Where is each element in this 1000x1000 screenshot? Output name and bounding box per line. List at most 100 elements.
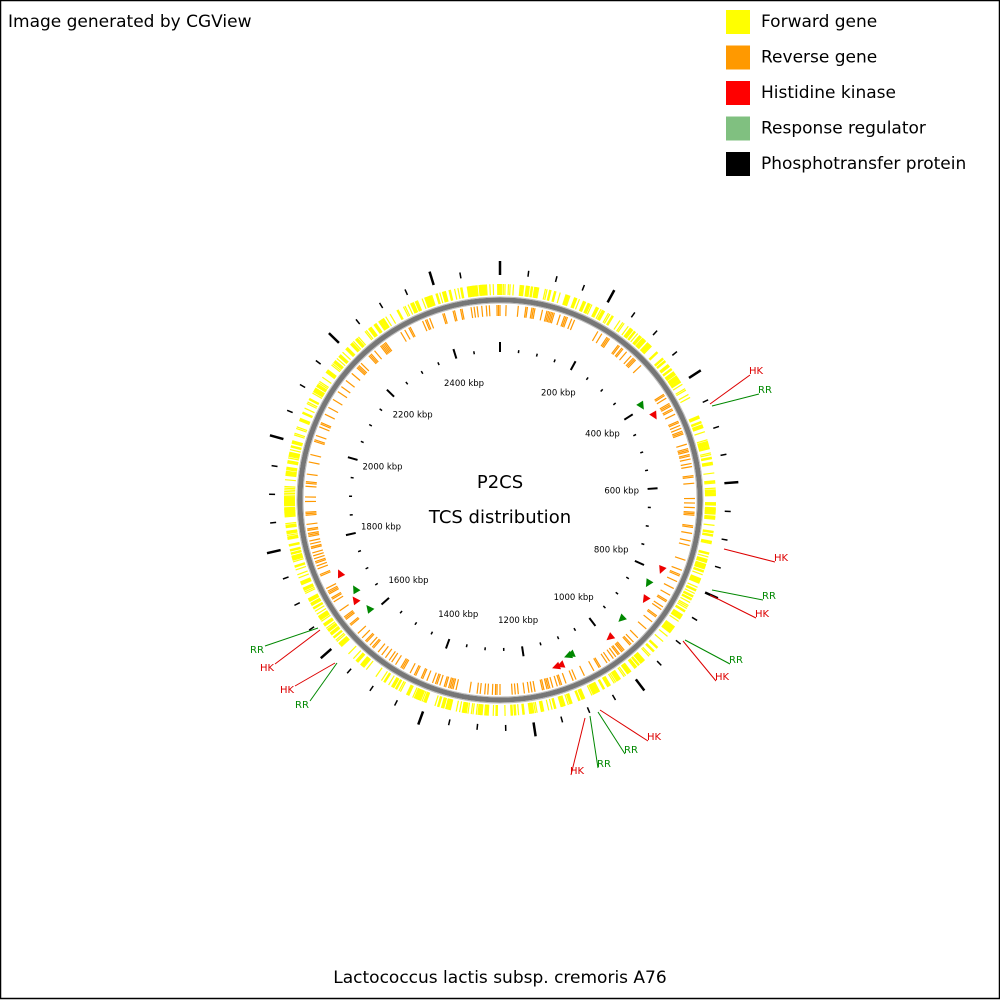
reverse-gene: [305, 481, 317, 484]
reverse-gene: [531, 307, 535, 319]
forward-gene: [648, 351, 659, 361]
leader-line: [711, 393, 760, 407]
leader-line: [723, 548, 776, 563]
forward-gene: [586, 304, 593, 315]
forward-gene: [288, 541, 300, 547]
reverse-gene: [340, 386, 351, 394]
forward-gene: [475, 703, 479, 715]
forward-gene: [301, 411, 314, 419]
reverse-gene: [384, 648, 393, 659]
forward-gene: [689, 575, 701, 583]
reverse-gene: [305, 482, 317, 485]
outer-tick: [675, 639, 682, 645]
inner-tick: [473, 351, 476, 355]
reverse-gene: [632, 364, 642, 374]
forward-gene: [299, 417, 311, 425]
outer-tick: [630, 312, 636, 318]
reverse-gene: [616, 641, 625, 651]
forward-gene: [455, 700, 460, 712]
reverse-gene: [532, 680, 536, 692]
reverse-gene: [308, 532, 320, 536]
credit: Image generated by CGView: [8, 12, 252, 32]
forward-gene: [692, 570, 703, 576]
forward-gene: [413, 687, 420, 699]
forward-gene: [447, 698, 452, 710]
reverse-gene: [619, 351, 628, 361]
forward-gene: [327, 623, 338, 633]
forward-gene: [700, 456, 713, 462]
reverse-gene: [381, 344, 389, 355]
forward-gene: [463, 702, 468, 714]
forward-gene: [322, 617, 333, 625]
forward-gene: [643, 345, 652, 355]
forward-gene: [704, 487, 716, 490]
scale-label: 1000 kbp: [554, 593, 594, 603]
forward-gene: [308, 397, 320, 406]
reverse-gene: [485, 305, 488, 317]
legend-label: Forward gene: [761, 12, 877, 32]
leader-line: [597, 711, 626, 755]
reverse-gene: [450, 678, 455, 690]
reverse-gene: [413, 664, 420, 676]
reverse-gene: [310, 543, 322, 548]
forward-gene: [546, 289, 552, 301]
reverse-gene: [384, 341, 393, 352]
reverse-gene: [513, 683, 516, 695]
outer-tick: [724, 480, 739, 485]
forward-gene: [632, 334, 642, 345]
reverse-gene: [360, 362, 370, 372]
tcs-marker: [649, 410, 657, 420]
forward-gene: [296, 426, 308, 432]
forward-gene: [320, 613, 330, 621]
outer-tick: [691, 616, 698, 622]
forward-gene: [606, 315, 614, 326]
forward-gene: [635, 651, 646, 662]
forward-gene: [308, 594, 320, 603]
inner-tick: [535, 353, 538, 357]
reverse-gene: [345, 380, 355, 388]
reverse-gene: [313, 440, 325, 446]
reverse-gene: [682, 525, 694, 529]
reverse-gene: [579, 665, 585, 677]
reverse-gene: [443, 313, 448, 324]
reverse-gene: [307, 531, 319, 535]
reverse-gene: [674, 556, 686, 561]
reverse-gene: [622, 636, 631, 646]
feature-label: HK: [749, 366, 764, 377]
inner-tick: [634, 559, 645, 566]
forward-gene: [663, 622, 674, 631]
forward-gene: [356, 652, 366, 663]
forward-gene: [610, 671, 618, 682]
map-title: P2CS: [477, 472, 523, 493]
forward-gene: [290, 549, 302, 555]
forward-gene: [284, 487, 296, 490]
forward-gene: [351, 342, 361, 351]
reverse-gene: [481, 305, 484, 317]
outer-tick: [286, 409, 293, 414]
outer-tick: [393, 699, 399, 706]
forward-gene: [621, 325, 629, 336]
reverse-gene: [627, 359, 637, 369]
reverse-gene: [615, 348, 624, 358]
forward-gene: [681, 593, 693, 601]
forward-gene: [339, 637, 350, 647]
reverse-gene: [543, 678, 548, 690]
reverse-gene: [523, 306, 527, 318]
forward-gene: [627, 330, 637, 341]
outer-tick: [671, 350, 678, 356]
forward-gene: [292, 556, 304, 561]
reverse-gene: [372, 639, 381, 649]
forward-gene: [472, 703, 475, 715]
forward-gene: [288, 451, 301, 457]
forward-gene: [601, 676, 610, 688]
forward-gene: [533, 702, 537, 714]
reverse-gene: [350, 617, 360, 626]
forward-gene: [414, 688, 422, 700]
inner-tick: [379, 408, 383, 412]
forward-gene: [378, 319, 388, 331]
forward-gene: [445, 698, 451, 710]
forward-gene: [285, 471, 297, 476]
reverse-gene: [522, 682, 526, 694]
inner-tick: [345, 531, 356, 537]
outer-tick: [328, 332, 340, 344]
